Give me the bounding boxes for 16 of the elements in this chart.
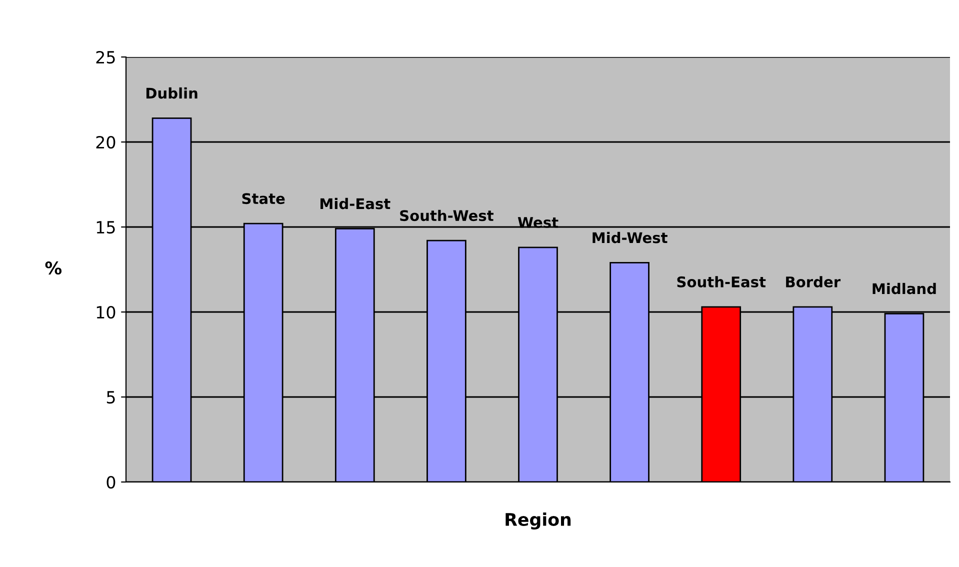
y-tick-label: 5: [106, 391, 115, 404]
y-tick-label: 0: [106, 476, 116, 489]
x-tick-label: South-West: [400, 210, 494, 222]
x-tick-label: Mid-West: [592, 232, 668, 244]
y-axis-title: %: [45, 261, 62, 275]
x-tick-label: State: [242, 193, 285, 204]
y-tick-label: 10: [96, 306, 116, 319]
x-tick-label: South-East: [677, 276, 766, 288]
y-tick-label: 25: [96, 50, 115, 64]
y-tick-label: 15: [96, 221, 115, 234]
x-tick-label: Mid-East: [320, 198, 390, 210]
x-tick-label: Border: [786, 276, 841, 288]
x-tick-label: Dublin: [146, 87, 198, 99]
y-tick-label: 20: [96, 136, 116, 149]
x-axis-title: Region: [506, 512, 571, 530]
x-tick-label: Midland: [872, 282, 936, 294]
